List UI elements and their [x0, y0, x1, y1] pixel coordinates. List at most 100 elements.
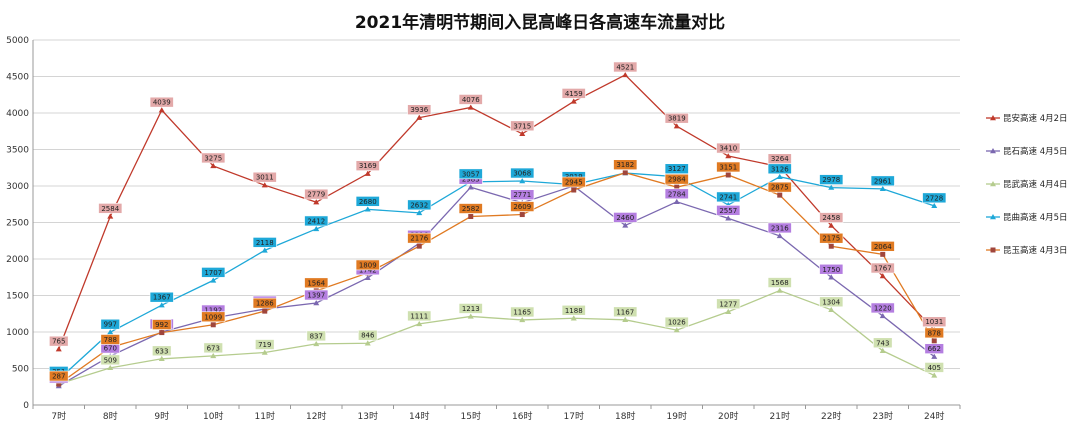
- data-point: [107, 213, 114, 219]
- data-label-box: [924, 362, 944, 373]
- data-label: 846: [361, 332, 375, 340]
- data-label: 1213: [462, 305, 480, 313]
- data-point: [725, 215, 732, 221]
- data-label: 1568: [771, 279, 789, 287]
- data-label: 1167: [616, 308, 634, 316]
- data-label-box: [304, 215, 329, 227]
- x-tick-label: 13时: [358, 410, 378, 422]
- data-point: [622, 71, 629, 78]
- data-label-box: [252, 297, 277, 309]
- data-point: [158, 302, 165, 308]
- data-label-box: [561, 88, 586, 99]
- data-label: 2875: [771, 184, 789, 192]
- data-point: [880, 251, 886, 257]
- data-label: 2176: [410, 235, 428, 243]
- x-tick-label: 10时: [203, 410, 223, 422]
- data-point: [673, 327, 680, 333]
- data-label: 2582: [462, 205, 480, 213]
- y-tick-label: 1000: [6, 328, 29, 338]
- data-label-box: [152, 345, 172, 357]
- data-label: 3068: [513, 170, 531, 178]
- data-label-box: [149, 96, 174, 108]
- data-point: [674, 184, 680, 190]
- data-point: [262, 308, 268, 314]
- x-tick-label: 22时: [821, 410, 841, 422]
- data-label: 2945: [565, 179, 583, 187]
- data-label: 2175: [822, 235, 840, 243]
- data-label: 992: [155, 321, 168, 329]
- legend-marker: [990, 181, 996, 187]
- data-label-box: [922, 316, 947, 328]
- data-label-box: [819, 263, 844, 275]
- data-label-box: [458, 94, 483, 105]
- data-point: [364, 274, 371, 281]
- y-tick-label: 3000: [6, 182, 29, 192]
- data-point: [56, 381, 62, 387]
- data-label-box: [407, 104, 432, 115]
- data-point: [468, 214, 474, 220]
- data-point: [55, 346, 62, 352]
- data-label: 2458: [822, 214, 840, 222]
- data-label: 1809: [359, 261, 377, 269]
- data-label-box: [407, 199, 432, 211]
- data-label: 3126: [771, 165, 789, 173]
- data-point: [828, 222, 835, 228]
- data-label-box: [767, 277, 792, 288]
- data-point: [107, 364, 114, 371]
- data-label-box: [407, 232, 432, 244]
- data-label-box: [149, 291, 174, 303]
- data-label: 3169: [359, 162, 377, 170]
- x-tick-label: 11时: [255, 410, 275, 422]
- data-label-box: [716, 161, 741, 173]
- data-label: 3275: [204, 154, 222, 162]
- x-tick-label: 7时: [51, 410, 66, 422]
- data-label-box: [819, 232, 844, 244]
- data-label: 2609: [513, 203, 531, 211]
- data-label-box: [510, 189, 535, 201]
- data-label: 2784: [668, 190, 686, 198]
- data-label: 3182: [616, 161, 634, 169]
- data-label: 719: [258, 341, 271, 349]
- data-point: [673, 123, 680, 129]
- data-label-box: [355, 196, 380, 207]
- data-label-box: [252, 171, 277, 183]
- y-tick-label: 2500: [6, 219, 29, 229]
- data-point: [261, 349, 268, 355]
- data-point: [364, 170, 371, 176]
- data-label: 2584: [101, 205, 119, 213]
- data-point: [828, 243, 834, 249]
- data-label: 1277: [719, 300, 737, 308]
- data-label-box: [922, 192, 947, 204]
- data-label-box: [304, 289, 329, 301]
- data-label: 4076: [462, 96, 480, 104]
- data-label: 633: [155, 347, 168, 355]
- data-label-box: [767, 163, 792, 175]
- data-label-box: [819, 174, 844, 185]
- x-tick-label: 8时: [103, 410, 118, 422]
- data-point: [313, 340, 320, 347]
- y-tick-label: 4000: [6, 109, 29, 119]
- data-point: [776, 232, 783, 239]
- data-label: 1188: [565, 307, 583, 315]
- chart-title: 2021年清明节期间入昆高峰日各高速车流量对比: [354, 13, 726, 33]
- data-label-box: [49, 335, 69, 347]
- data-label: 287: [52, 373, 65, 381]
- data-label: 2460: [616, 214, 634, 222]
- data-point: [519, 178, 526, 184]
- data-label-box: [870, 302, 895, 314]
- data-label-box: [870, 241, 895, 252]
- x-tick-label: 21时: [770, 410, 790, 422]
- data-label: 1026: [668, 319, 686, 327]
- series-line: [58, 289, 935, 385]
- x-tick-label: 17时: [564, 410, 584, 422]
- data-label-box: [870, 262, 895, 274]
- data-label-box: [201, 311, 226, 323]
- data-label: 2316: [771, 224, 789, 232]
- x-tick-label: 12时: [306, 410, 326, 422]
- data-label: 1099: [204, 313, 222, 321]
- data-label: 1304: [822, 298, 840, 306]
- x-tick-label: 20时: [718, 410, 738, 422]
- data-label: 1165: [513, 308, 531, 316]
- data-label-box: [510, 120, 535, 132]
- data-point: [416, 114, 423, 120]
